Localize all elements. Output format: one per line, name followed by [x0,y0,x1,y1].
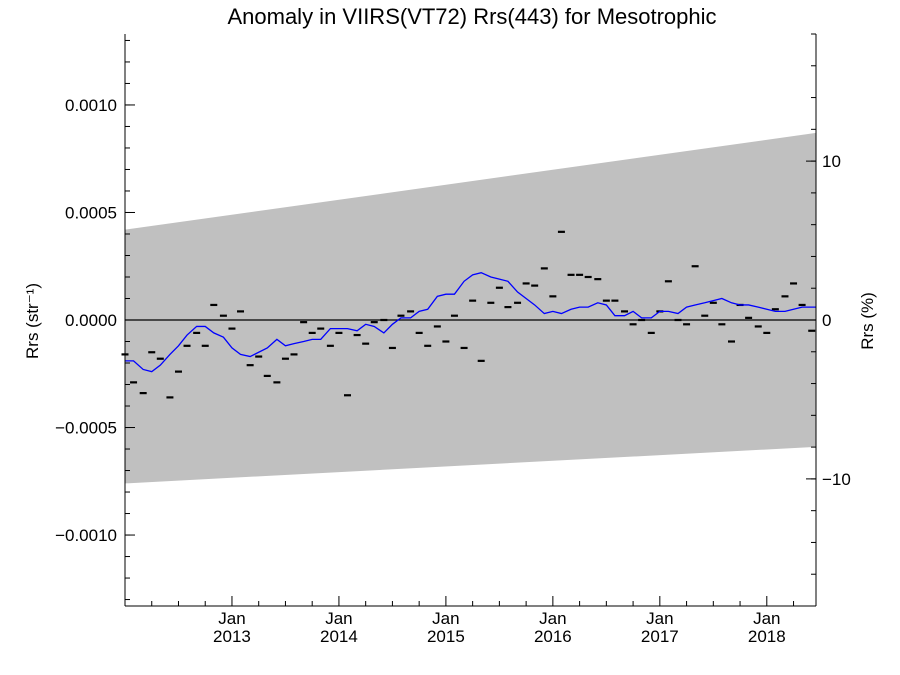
x-tick-label-year: 2017 [641,627,679,646]
y-tick-label: 0.0010 [65,96,117,115]
x-tick-label-year: 2015 [427,627,465,646]
x-tick-label-month: Jan [325,609,352,628]
x-tick-label-year: 2013 [213,627,251,646]
chart-title: Anomaly in VIIRS(VT72) Rrs(443) for Meso… [227,4,716,29]
x-tick-label-month: Jan [539,609,566,628]
y-axis-label-left: Rrs (str⁻¹) [23,283,42,359]
x-axis: Jan2013Jan2014Jan2015Jan2016Jan2017Jan20… [151,596,795,646]
data-points [121,230,816,399]
x-tick-label-month: Jan [753,609,780,628]
y-right-tick-label: −10 [822,470,851,489]
plot-area [121,132,816,484]
x-tick-label-month: Jan [218,609,245,628]
y-axis-right: −10 0 10 [806,33,851,607]
x-tick-label-month: Jan [432,609,459,628]
y-tick-label: −0.0005 [55,419,117,438]
confidence-band [125,132,816,484]
x-tick-label-month: Jan [646,609,673,628]
x-tick-label-year: 2016 [534,627,572,646]
y-tick-label: 0.0000 [65,311,117,330]
y-axis-label-right: Rrs (%) [858,292,877,350]
y-right-tick-label: 0 [822,311,831,330]
x-tick-label-year: 2014 [320,627,358,646]
y-axis-left: −0.0010 −0.0005 0.0000 0.0005 0.0010 [55,39,135,601]
y-tick-label: 0.0005 [65,203,117,222]
x-tick-label-year: 2018 [748,627,786,646]
y-tick-label: −0.0010 [55,526,117,545]
running-mean-line [125,272,816,373]
y-right-tick-label: 10 [822,152,841,171]
